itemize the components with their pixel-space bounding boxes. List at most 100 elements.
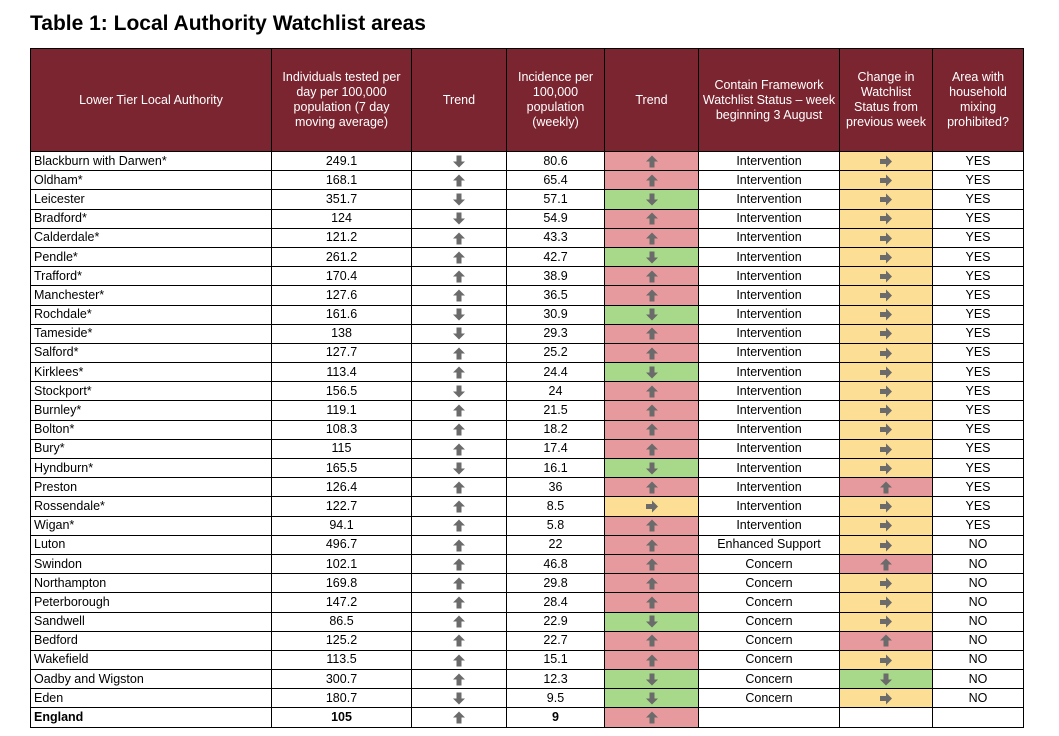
status-cell: Intervention <box>698 304 840 325</box>
arrow-up-icon <box>452 539 466 552</box>
tested-trend-cell <box>411 496 507 517</box>
status-change-cell <box>839 189 933 210</box>
status-cell: Intervention <box>698 515 840 536</box>
arrow-right-icon <box>879 347 893 360</box>
header-tested-trend: Trend <box>411 48 507 152</box>
tested-trend-cell <box>411 592 507 613</box>
arrow-up-icon <box>645 577 659 590</box>
incidence-trend-cell <box>604 592 699 613</box>
incidence-trend-cell <box>604 227 699 248</box>
status-change-cell <box>839 400 933 421</box>
table-row: Peterborough 147.2 28.4 Concern NO <box>30 592 1024 613</box>
mixing-cell: YES <box>932 419 1024 440</box>
incidence-trend-cell <box>604 688 699 709</box>
authority-name-cell: Bedford <box>30 630 272 651</box>
arrow-up-icon <box>452 654 466 667</box>
table-row: Luton 496.7 22 Enhanced Support NO <box>30 534 1024 555</box>
authority-name-cell: Leicester <box>30 189 272 210</box>
status-change-cell <box>839 649 933 671</box>
incidence-trend-cell <box>604 189 699 210</box>
authority-name-cell: Preston <box>30 477 272 498</box>
authority-name-cell: England <box>30 707 272 728</box>
arrow-right-icon <box>879 539 893 552</box>
status-change-cell <box>839 553 933 575</box>
tested-value-cell: 113.5 <box>271 649 412 671</box>
table-row: Trafford* 170.4 38.9 Intervention YES <box>30 266 1024 287</box>
tested-value-cell: 125.2 <box>271 630 412 651</box>
incidence-value-cell: 9 <box>506 707 605 728</box>
tested-value-cell: 156.5 <box>271 381 412 402</box>
status-change-cell <box>839 323 933 344</box>
arrow-right-icon <box>879 615 893 628</box>
tested-value-cell: 105 <box>271 707 412 728</box>
authority-name-cell: Peterborough <box>30 592 272 613</box>
mixing-cell: YES <box>932 400 1024 421</box>
tested-value-cell: 261.2 <box>271 246 412 268</box>
mixing-cell: NO <box>932 534 1024 555</box>
arrow-down-icon <box>645 692 659 705</box>
incidence-value-cell: 17.4 <box>506 438 605 460</box>
tested-trend-cell <box>411 285 507 306</box>
header-mixing: Area with household mixing prohibited? <box>932 48 1024 152</box>
arrow-up-icon <box>452 577 466 590</box>
mixing-cell: YES <box>932 342 1024 364</box>
tested-value-cell: 119.1 <box>271 400 412 421</box>
arrow-down-icon <box>645 673 659 686</box>
arrow-up-icon <box>645 596 659 609</box>
status-cell: Concern <box>698 669 840 690</box>
arrow-up-icon <box>879 481 893 494</box>
incidence-trend-cell <box>604 477 699 498</box>
tested-trend-cell <box>411 170 507 191</box>
mixing-cell: NO <box>932 553 1024 575</box>
status-change-cell <box>839 381 933 402</box>
tested-value-cell: 122.7 <box>271 496 412 517</box>
status-change-cell <box>839 266 933 287</box>
incidence-trend-cell <box>604 515 699 536</box>
table-body: Blackburn with Darwen* 249.1 80.6 Intervent… <box>30 150 1024 728</box>
arrow-right-icon <box>879 270 893 283</box>
mixing-cell: NO <box>932 630 1024 651</box>
tested-value-cell: 138 <box>271 323 412 344</box>
authority-name-cell: Eden <box>30 688 272 709</box>
table-row: Salford* 127.7 25.2 Intervention YES <box>30 342 1024 364</box>
incidence-trend-cell <box>604 150 699 172</box>
arrow-down-icon <box>452 692 466 705</box>
arrow-up-icon <box>645 423 659 436</box>
arrow-right-icon <box>879 327 893 340</box>
tested-trend-cell <box>411 515 507 536</box>
tested-value-cell: 180.7 <box>271 688 412 709</box>
arrow-up-icon <box>452 289 466 302</box>
arrow-right-icon <box>879 174 893 187</box>
mixing-cell: NO <box>932 688 1024 709</box>
status-cell: Intervention <box>698 227 840 248</box>
arrow-up-icon <box>452 270 466 283</box>
mixing-cell: YES <box>932 362 1024 383</box>
incidence-value-cell: 29.8 <box>506 573 605 594</box>
status-change-cell <box>839 170 933 191</box>
incidence-trend-cell <box>604 362 699 383</box>
authority-name-cell: Northampton <box>30 573 272 594</box>
authority-name-cell: Sandwell <box>30 611 272 632</box>
table-row: Stockport* 156.5 24 Intervention YES <box>30 381 1024 402</box>
authority-name-cell: Wigan* <box>30 515 272 536</box>
arrow-up-icon <box>452 423 466 436</box>
header-change: Change in Watchlist Status from previous… <box>839 48 933 152</box>
arrow-right-icon <box>645 500 659 513</box>
status-cell: Intervention <box>698 189 840 210</box>
arrow-up-icon <box>452 711 466 724</box>
table-row: Bury* 115 17.4 Intervention YES <box>30 438 1024 460</box>
incidence-value-cell: 15.1 <box>506 649 605 671</box>
table-row: Hyndburn* 165.5 16.1 Intervention YES <box>30 457 1024 479</box>
incidence-trend-cell <box>604 323 699 344</box>
incidence-value-cell: 57.1 <box>506 189 605 210</box>
arrow-up-icon <box>645 232 659 245</box>
authority-name-cell: Swindon <box>30 553 272 575</box>
arrow-right-icon <box>879 212 893 225</box>
status-change-cell <box>839 592 933 613</box>
incidence-value-cell: 65.4 <box>506 170 605 191</box>
arrow-up-icon <box>452 366 466 379</box>
status-cell: Intervention <box>698 419 840 440</box>
tested-value-cell: 161.6 <box>271 304 412 325</box>
table-row: Swindon 102.1 46.8 Concern NO <box>30 553 1024 575</box>
mixing-cell <box>932 707 1024 728</box>
